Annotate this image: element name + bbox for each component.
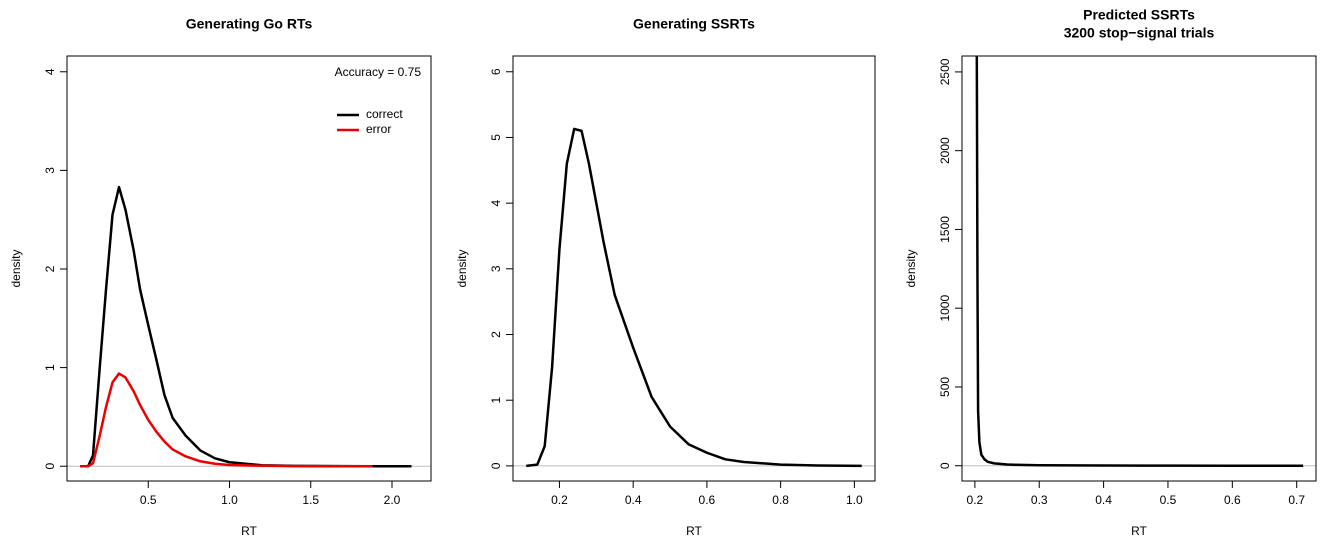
x-tick-label: 2.0 bbox=[384, 493, 401, 507]
y-tick-label: 2 bbox=[489, 331, 503, 338]
x-tick-label: 0.6 bbox=[699, 493, 716, 507]
x-tick-label: 0.2 bbox=[967, 493, 984, 507]
y-axis-label: density bbox=[904, 249, 918, 287]
plot-area bbox=[67, 185, 431, 468]
y-tick-label: 6 bbox=[489, 68, 503, 75]
annotation: Accuracy = 0.75 bbox=[335, 65, 422, 79]
y-tick-label: 0 bbox=[43, 463, 57, 470]
y-tick-label: 4 bbox=[43, 68, 57, 75]
chart-subtitle: 3200 stop−signal trials bbox=[1064, 25, 1215, 41]
x-tick-label: 1.0 bbox=[846, 493, 863, 507]
y-tick-label: 1 bbox=[43, 364, 57, 371]
chart-title: Generating SSRTs bbox=[633, 16, 755, 32]
y-tick-label: 0 bbox=[938, 462, 952, 469]
x-tick-label: 1.0 bbox=[221, 493, 238, 507]
y-axis-label: density bbox=[455, 249, 469, 287]
y-tick-label: 1000 bbox=[938, 295, 952, 322]
y-tick-label: 2 bbox=[43, 265, 57, 272]
data-line bbox=[80, 185, 412, 468]
y-tick-label: 1 bbox=[489, 397, 503, 404]
x-tick-label: 0.3 bbox=[1031, 493, 1048, 507]
x-tick-label: 0.7 bbox=[1288, 493, 1305, 507]
x-tick-label: 0.6 bbox=[1224, 493, 1241, 507]
y-axis-label: density bbox=[9, 249, 23, 287]
plot-box bbox=[66, 55, 432, 482]
legend-label: correct bbox=[366, 107, 403, 121]
y-tick-label: 5 bbox=[489, 134, 503, 141]
x-tick-label: 1.5 bbox=[302, 493, 319, 507]
plot-box bbox=[961, 55, 1317, 482]
legend-label: error bbox=[366, 122, 391, 136]
x-tick-label: 0.2 bbox=[551, 493, 568, 507]
chart-title: Generating Go RTs bbox=[186, 16, 313, 32]
panel: Generating Go RTs RT density 0.5 1.0 1.5 2.0 0 1… bbox=[9, 16, 432, 538]
plot-box bbox=[512, 55, 876, 482]
y-tick-label: 2000 bbox=[938, 137, 952, 164]
y-tick-label: 4 bbox=[489, 199, 503, 206]
x-axis-label: RT bbox=[1131, 524, 1147, 538]
x-axis-label: RT bbox=[241, 524, 257, 538]
panel: Predicted SSRTs 3200 stop−signal trials RT… bbox=[904, 7, 1317, 538]
x-tick-label: 0.5 bbox=[1160, 493, 1177, 507]
data-line bbox=[80, 372, 373, 468]
x-tick-label: 0.4 bbox=[625, 493, 642, 507]
chart-title: Predicted SSRTs bbox=[1083, 7, 1195, 23]
y-tick-label: 3 bbox=[43, 167, 57, 174]
x-tick-label: 0.8 bbox=[772, 493, 789, 507]
plot-area bbox=[962, 56, 1316, 467]
y-tick-label: 1500 bbox=[938, 216, 952, 243]
y-tick-label: 500 bbox=[938, 377, 952, 397]
x-axis-label: RT bbox=[686, 524, 702, 538]
plot-area bbox=[513, 127, 875, 468]
y-tick-label: 3 bbox=[489, 265, 503, 272]
panel: Generating SSRTs RT density 0.2 0.4 0.6 0.8 1.0… bbox=[455, 16, 876, 538]
x-tick-label: 0.5 bbox=[140, 493, 157, 507]
y-tick-label: 2500 bbox=[938, 58, 952, 85]
x-tick-label: 0.4 bbox=[1095, 493, 1112, 507]
data-line bbox=[526, 127, 862, 468]
y-tick-label: 0 bbox=[489, 462, 503, 469]
data-line bbox=[975, 56, 1304, 467]
